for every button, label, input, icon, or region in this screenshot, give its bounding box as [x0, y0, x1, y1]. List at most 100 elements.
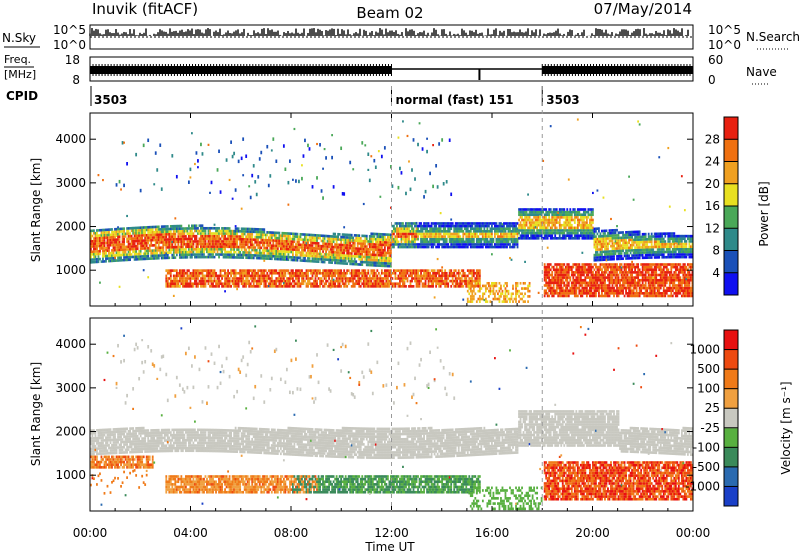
power-cell [175, 285, 178, 288]
power-cell [216, 226, 219, 230]
power-cell [201, 274, 204, 278]
power-cell [456, 237, 459, 241]
power-cell [358, 285, 361, 288]
power-cell [207, 242, 210, 246]
power-cell [362, 271, 365, 275]
power-cell [471, 237, 474, 241]
power-cell [465, 274, 468, 278]
power-cell [492, 284, 495, 288]
power-cell [456, 271, 459, 275]
power-cell [246, 240, 249, 244]
power-cell [322, 237, 324, 240]
power-cell [249, 243, 252, 247]
power-cell [269, 252, 272, 255]
power-cell [405, 277, 407, 280]
power-cell [132, 250, 135, 254]
power-cell [165, 225, 168, 228]
power-cell [258, 279, 261, 283]
power-cell [492, 289, 495, 293]
power-cell [522, 237, 525, 240]
power-cell [402, 282, 404, 286]
power-cell [163, 256, 166, 260]
power-cell [216, 232, 219, 235]
power-cell [227, 237, 229, 241]
power-cell [267, 285, 270, 288]
power-cell [379, 261, 382, 265]
power-cell [234, 235, 237, 238]
power-cell [236, 288, 239, 291]
power-cell [316, 271, 318, 275]
power-cell [147, 246, 150, 250]
power-cell [189, 229, 192, 233]
power-cell [475, 240, 478, 244]
power-cell [469, 295, 472, 298]
power-cell [311, 259, 314, 263]
power-cell [352, 271, 355, 275]
power-cell [189, 277, 192, 280]
power-cell [293, 282, 296, 286]
power-cell [198, 237, 201, 241]
power-cell [391, 245, 394, 249]
power-cell [292, 240, 294, 243]
power-cell [317, 242, 320, 245]
power-cell [120, 253, 122, 257]
power-cell [245, 227, 248, 231]
power-cell [212, 247, 214, 251]
power-cell [261, 251, 264, 255]
power-cell [157, 241, 160, 244]
power-cell [376, 240, 379, 244]
power-cell [207, 237, 210, 241]
power-cell [433, 230, 436, 233]
power-cell [103, 244, 106, 247]
power-cell [251, 246, 254, 249]
power-cell [121, 240, 124, 244]
power-cell [444, 285, 447, 288]
power-cell [475, 237, 478, 241]
power-cell [396, 269, 398, 272]
power-cell [304, 246, 306, 249]
power-cell [154, 238, 157, 242]
power-cell [435, 279, 438, 283]
power-cell [135, 247, 138, 251]
power-cell [487, 240, 490, 244]
power-cell [427, 277, 430, 280]
power-cell [218, 279, 220, 283]
power-cell [93, 247, 95, 251]
power-cell [257, 256, 260, 260]
power-cell [311, 269, 314, 272]
power-cell [263, 259, 266, 262]
power-cell [356, 255, 359, 258]
power-cell [285, 285, 288, 288]
power-cell [213, 226, 216, 230]
power-cell [329, 258, 332, 262]
power-cell [99, 257, 101, 261]
power-cell [319, 279, 321, 283]
power-cell [296, 279, 299, 283]
power-cell [385, 271, 388, 275]
power-cell [361, 282, 364, 286]
power-cell [292, 242, 294, 246]
power-cell [361, 247, 364, 251]
power-cell [240, 240, 243, 244]
power-cell [331, 256, 334, 259]
power-cell [338, 256, 341, 260]
power-cell [504, 232, 507, 236]
power-cell [459, 224, 462, 228]
power-cell [266, 249, 269, 253]
power-cell [408, 222, 410, 225]
power-cell [465, 235, 468, 238]
power-cell [478, 271, 481, 275]
power-cell [314, 252, 317, 255]
power-cell [248, 269, 251, 272]
power-cell [183, 269, 186, 272]
power-cell [243, 240, 246, 244]
power-cell [399, 230, 401, 233]
power-cell [276, 285, 279, 288]
power-cell [168, 246, 171, 249]
power-cell [264, 236, 267, 239]
power-cell [382, 235, 385, 239]
power-cell [338, 259, 341, 262]
power-cell [406, 235, 409, 238]
power-cell [307, 238, 309, 242]
power-cell [456, 240, 459, 244]
